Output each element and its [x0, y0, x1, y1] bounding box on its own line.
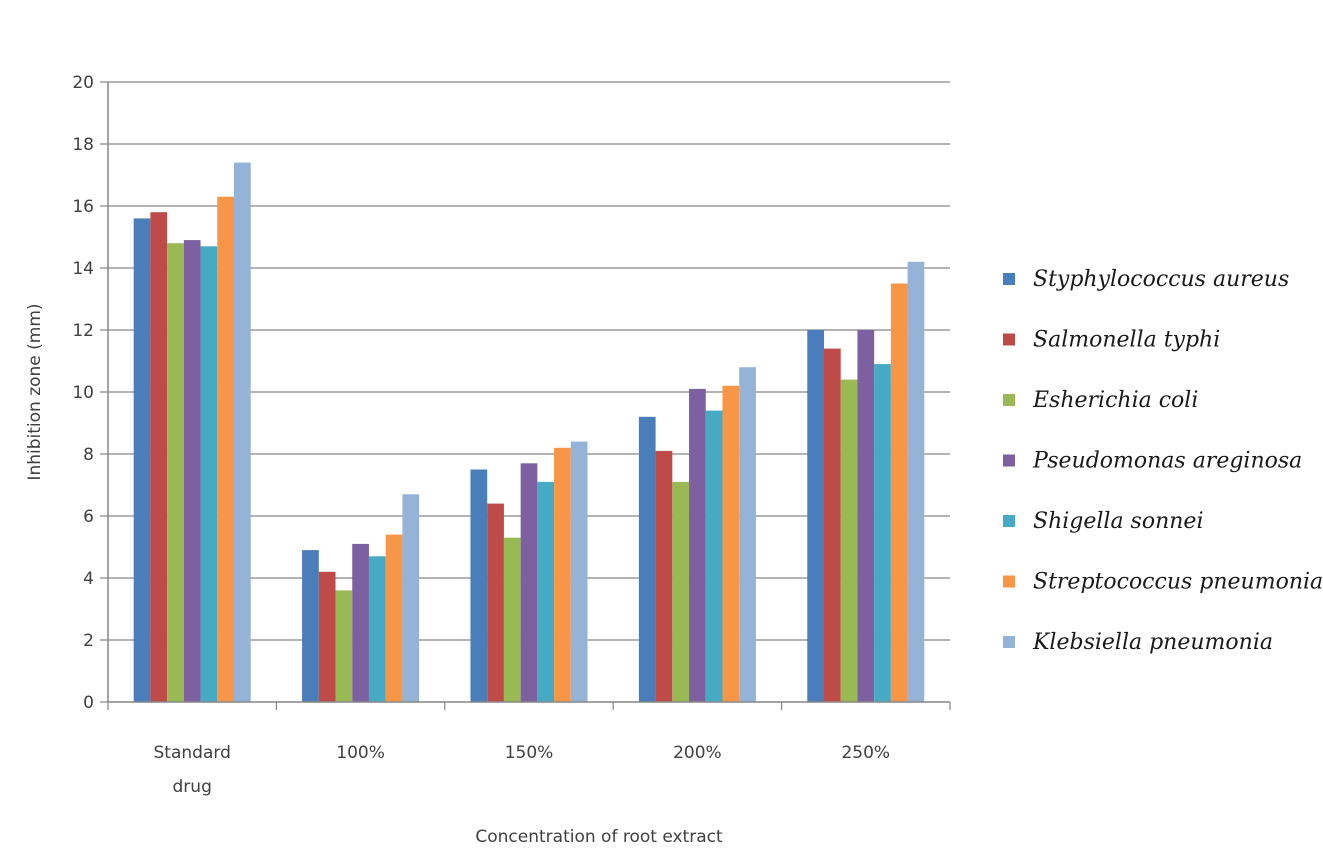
y-tick-label: 4 — [83, 569, 94, 589]
bar — [318, 571, 336, 702]
y-tick-label: 0 — [83, 693, 94, 713]
bar — [890, 283, 908, 702]
bar — [857, 330, 875, 702]
bar — [133, 218, 151, 702]
bar — [554, 447, 571, 702]
legend-label: Shigella sonnei — [1033, 509, 1204, 534]
bar — [335, 590, 353, 702]
bar — [167, 243, 184, 702]
bar — [722, 385, 740, 702]
bar — [217, 196, 234, 702]
legend-label: Streptococcus pneumonia — [1033, 570, 1323, 595]
x-tick-label-line: 200% — [673, 743, 722, 763]
bar — [200, 246, 218, 703]
y-tick-label: 8 — [83, 445, 94, 465]
bar — [520, 463, 538, 702]
bar — [705, 410, 723, 702]
bar — [503, 537, 521, 702]
bar — [487, 503, 504, 702]
x-tick-label: 150% — [505, 743, 554, 763]
legend-swatch — [1003, 333, 1015, 346]
legend-label: Styphylococcus aureus — [1033, 267, 1289, 292]
bar — [368, 556, 386, 702]
legend: Styphylococcus aureus Salmonella typhi Esh… — [1003, 267, 1323, 655]
y-tick-labels: 0 2 4 6 8 10 12 14 16 18 20 — [72, 73, 94, 713]
x-axis-title: Concentration of root extract — [475, 827, 723, 847]
y-tick-label: 6 — [83, 507, 94, 527]
bars — [133, 162, 925, 703]
bar — [233, 162, 251, 703]
legend-label: Klebsiella pneumonia — [1032, 630, 1273, 655]
x-tick-label: Standard drug — [154, 743, 231, 797]
bar — [402, 494, 420, 702]
bar — [470, 469, 488, 702]
x-tick-label: 250% — [841, 743, 890, 763]
legend-swatch — [1003, 515, 1015, 527]
bar — [907, 261, 925, 702]
legend-label: Salmonella typhi — [1033, 328, 1220, 353]
bar — [570, 441, 588, 702]
legend-swatch — [1003, 454, 1015, 467]
bar — [537, 481, 555, 702]
legend-swatch — [1003, 636, 1015, 648]
x-tick-label-line: drug — [173, 777, 212, 797]
bar — [150, 212, 168, 702]
x-tick-label-line: Standard — [154, 743, 231, 763]
legend-label: Esherichia coli — [1032, 388, 1198, 413]
legend-label: Pseudomonas areginosa — [1032, 449, 1302, 474]
legend-swatch — [1003, 575, 1015, 588]
bar — [739, 367, 756, 702]
x-tick-label-line: 250% — [841, 743, 890, 763]
bar — [672, 481, 690, 702]
y-tick-label: 10 — [72, 383, 94, 403]
x-tick-label-line: 150% — [505, 743, 554, 763]
x-tick-label: 200% — [673, 743, 722, 763]
bar — [807, 330, 825, 702]
bar — [655, 450, 673, 702]
bar — [824, 348, 841, 702]
y-tick-label: 12 — [72, 321, 94, 341]
legend-swatch — [1003, 273, 1015, 285]
x-tick-labels: Standard drug 100% 150% 200% 250% — [154, 743, 891, 797]
bar — [840, 379, 858, 702]
axes — [107, 82, 950, 703]
bar — [638, 416, 656, 702]
y-tick-label: 18 — [72, 135, 94, 155]
y-tick-label: 14 — [72, 259, 94, 279]
bar — [183, 240, 201, 702]
bar — [302, 550, 319, 702]
bar — [689, 388, 706, 702]
y-axis-title: Inhibition zone (mm) — [25, 303, 45, 480]
y-tick-label: 16 — [72, 197, 94, 217]
x-tick-label-line: 100% — [336, 743, 385, 763]
bar — [352, 543, 369, 702]
x-tick-label: 100% — [336, 743, 385, 763]
bar — [385, 534, 403, 702]
y-tick-label: 2 — [83, 631, 94, 651]
legend-swatch — [1003, 394, 1015, 406]
bar — [874, 364, 891, 702]
y-tick-label: 20 — [72, 73, 94, 93]
